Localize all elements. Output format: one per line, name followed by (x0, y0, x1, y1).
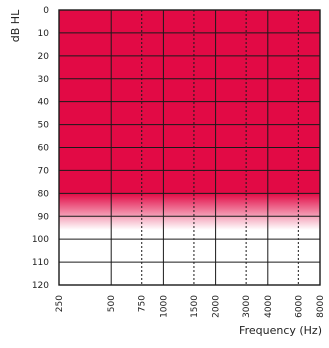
x-tick-label-4000: 4000 (264, 295, 274, 318)
y-tick-label-70: 70 (38, 166, 50, 176)
x-tick-label-250: 250 (55, 295, 65, 312)
y-tick-labels: 0 10 20 30 40 50 60 70 80 90 100 110 120 (32, 6, 49, 291)
x-tick-labels: 250 500 750 1000 1500 2000 3000 4000 6000 8000 (55, 295, 326, 318)
y-axis-label: dB HL (9, 9, 22, 42)
x-tick-label-750: 750 (138, 295, 148, 312)
y-tick-label-30: 30 (38, 75, 50, 85)
x-tick-label-1500: 1500 (190, 295, 200, 318)
grid-lines (59, 10, 320, 285)
y-tick-label-50: 50 (38, 121, 50, 131)
y-tick-label-0: 0 (43, 6, 49, 16)
fade-fill-area (59, 193, 320, 230)
y-tick-label-40: 40 (38, 98, 50, 108)
y-tick-label-20: 20 (38, 52, 50, 62)
y-tick-label-10: 10 (38, 29, 50, 39)
y-tick-label-110: 110 (32, 258, 49, 268)
x-tick-label-500: 500 (107, 295, 117, 312)
y-tick-label-80: 80 (38, 189, 50, 199)
y-tick-label-120: 120 (32, 281, 49, 291)
y-tick-label-60: 60 (38, 144, 50, 154)
plot-frame (58, 9, 321, 286)
x-axis-label: Frequency (Hz) (239, 324, 322, 337)
x-tick-label-1000: 1000 (159, 295, 169, 318)
y-tick-label-90: 90 (38, 212, 50, 222)
x-tick-label-6000: 6000 (294, 295, 304, 318)
x-tick-label-3000: 3000 (242, 295, 252, 318)
x-tick-label-2000: 2000 (212, 295, 222, 318)
x-tick-label-8000: 8000 (316, 295, 326, 318)
y-tick-label-100: 100 (32, 235, 49, 245)
